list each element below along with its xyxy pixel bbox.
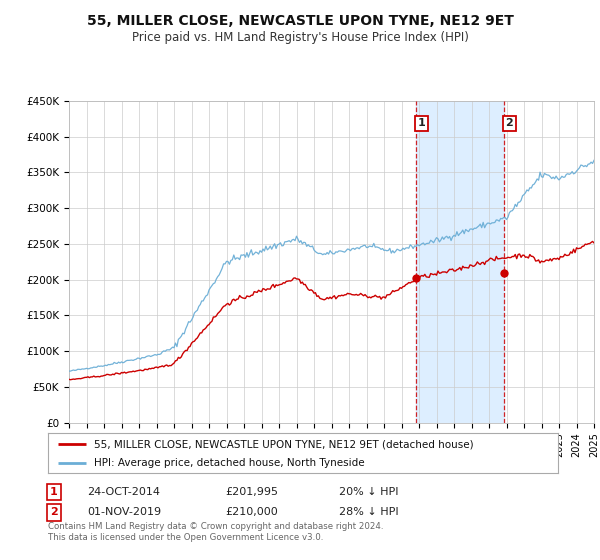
Text: 01-NOV-2019: 01-NOV-2019	[87, 507, 161, 517]
Bar	[416, 101, 503, 423]
Text: £201,995: £201,995	[225, 487, 278, 497]
Text: HPI: Average price, detached house, North Tyneside: HPI: Average price, detached house, Nort…	[94, 458, 365, 468]
Text: 28% ↓ HPI: 28% ↓ HPI	[339, 507, 398, 517]
Text: 55, MILLER CLOSE, NEWCASTLE UPON TYNE, NE12 9ET: 55, MILLER CLOSE, NEWCASTLE UPON TYNE, N…	[86, 14, 514, 28]
Text: 2: 2	[50, 507, 58, 517]
Text: £210,000: £210,000	[225, 507, 278, 517]
Text: Price paid vs. HM Land Registry's House Price Index (HPI): Price paid vs. HM Land Registry's House …	[131, 31, 469, 44]
Text: 1: 1	[50, 487, 58, 497]
Text: 55, MILLER CLOSE, NEWCASTLE UPON TYNE, NE12 9ET (detached house): 55, MILLER CLOSE, NEWCASTLE UPON TYNE, N…	[94, 439, 473, 449]
Text: 20% ↓ HPI: 20% ↓ HPI	[339, 487, 398, 497]
Text: This data is licensed under the Open Government Licence v3.0.: This data is licensed under the Open Gov…	[48, 533, 323, 542]
Text: 1: 1	[418, 118, 425, 128]
Text: 2: 2	[505, 118, 513, 128]
Text: Contains HM Land Registry data © Crown copyright and database right 2024.: Contains HM Land Registry data © Crown c…	[48, 522, 383, 531]
Text: 24-OCT-2014: 24-OCT-2014	[87, 487, 160, 497]
